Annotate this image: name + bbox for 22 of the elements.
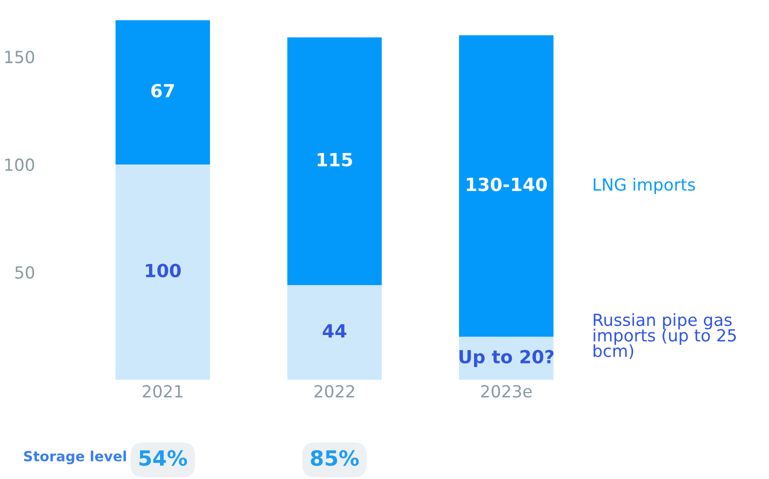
text: Russian pipe gas imports (up to 25 bcm) [594,313,736,360]
text: LNG imports [594,178,695,194]
x-tick-label: 2023e [481,385,532,398]
text: 54% [139,450,188,466]
bar [287,285,382,380]
x-tick-label: 2021 [142,385,182,398]
y-tick-label: 150 [5,50,34,64]
bar [116,164,210,380]
y-tick-label: 100 [5,158,34,172]
y-tick-label: 50 [15,266,34,279]
bar [287,37,382,286]
data-label: 115 [318,153,352,166]
bar [116,20,210,164]
text: 85% [310,450,359,466]
data-label: Up to 20? [460,350,554,368]
bar [459,35,554,337]
data-label: 67 [151,84,174,98]
data-label: 100 [146,264,181,278]
data-label: 44 [322,324,346,338]
text: Storage level [24,450,126,464]
data-label: 130-140 [466,178,547,192]
x-tick-label: 2022 [314,385,354,398]
